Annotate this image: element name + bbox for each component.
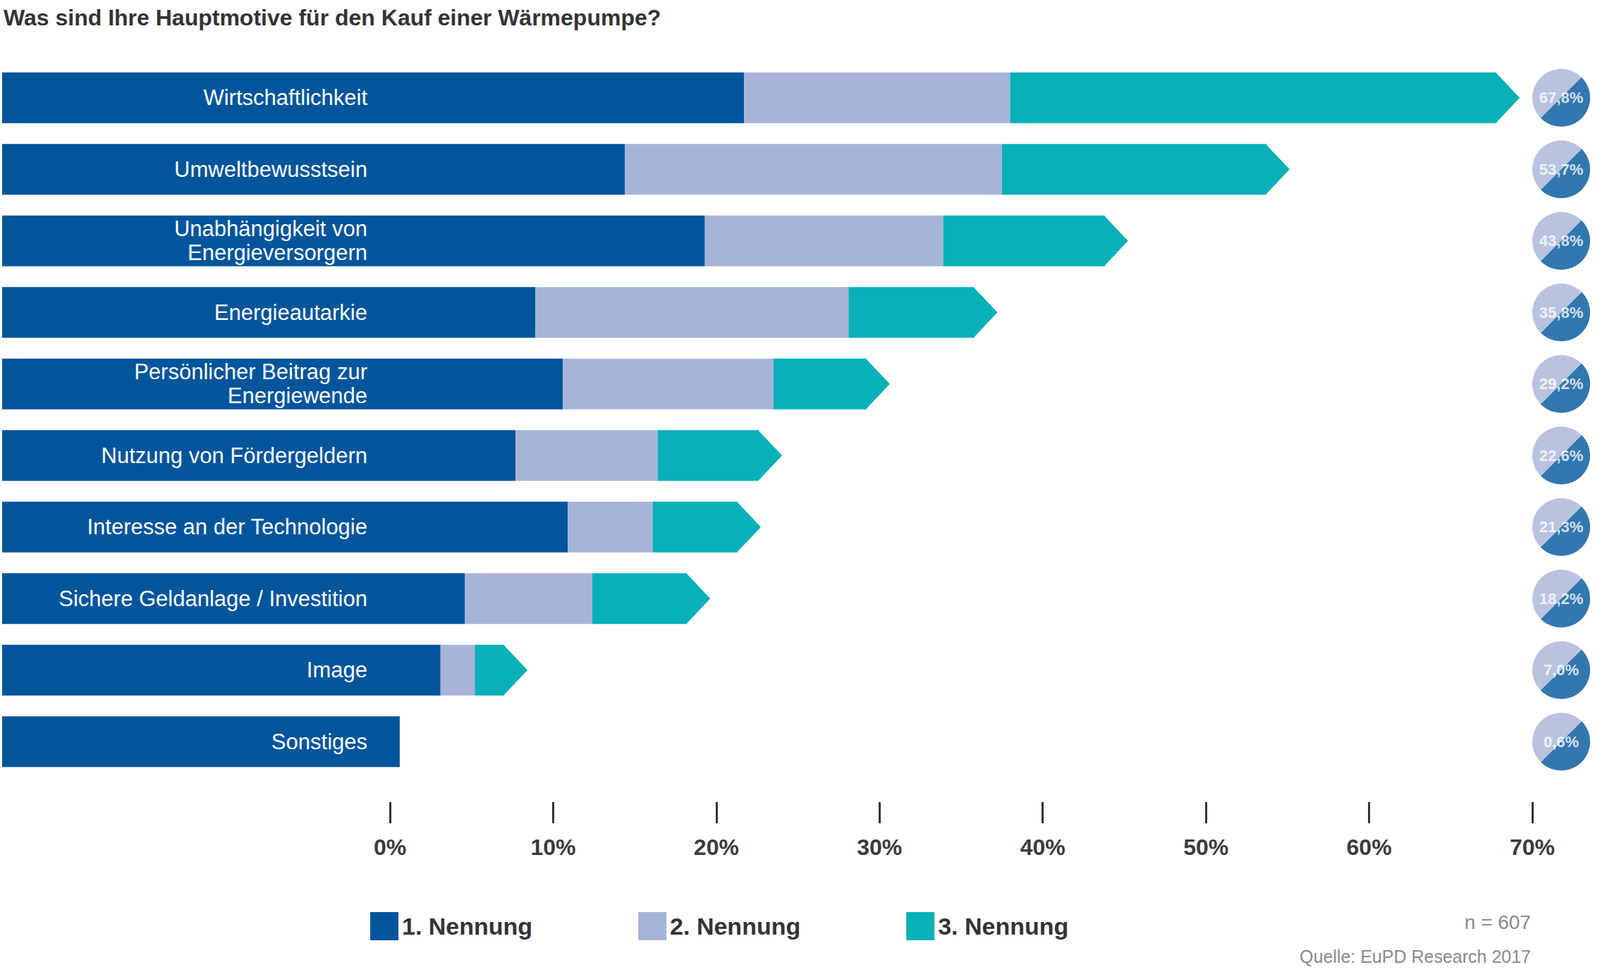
svg-text:67,8%: 67,8% bbox=[1539, 88, 1584, 107]
svg-text:2. Nennung: 2. Nennung bbox=[669, 913, 801, 940]
svg-text:35,8%: 35,8% bbox=[1539, 303, 1584, 322]
svg-text:Interesse an der Technologie: Interesse an der Technologie bbox=[86, 514, 368, 540]
svg-text:Energiewende: Energiewende bbox=[227, 383, 368, 409]
svg-text:7,0%: 7,0% bbox=[1543, 661, 1579, 680]
svg-text:3. Nennung: 3. Nennung bbox=[937, 913, 1069, 940]
svg-text:Quelle: EuPD Research 2017: Quelle: EuPD Research 2017 bbox=[1299, 947, 1531, 967]
svg-text:30%: 30% bbox=[856, 834, 902, 861]
svg-text:1. Nennung: 1. Nennung bbox=[401, 913, 533, 940]
svg-text:20%: 20% bbox=[693, 834, 740, 861]
svg-text:53,7%: 53,7% bbox=[1539, 160, 1584, 179]
svg-text:10%: 10% bbox=[530, 834, 576, 861]
svg-text:43,8%: 43,8% bbox=[1539, 231, 1584, 250]
svg-text:70%: 70% bbox=[1509, 834, 1555, 861]
svg-text:60%: 60% bbox=[1346, 834, 1392, 861]
svg-text:Unabhängigkeit von: Unabhängigkeit von bbox=[174, 216, 368, 242]
svg-text:Energieversorgern: Energieversorgern bbox=[187, 240, 368, 266]
svg-text:0,6%: 0,6% bbox=[1543, 733, 1579, 751]
svg-text:Was sind Ihre Hauptmotive für: Was sind Ihre Hauptmotive für den Kauf e… bbox=[3, 4, 661, 31]
svg-text:18,2%: 18,2% bbox=[1539, 590, 1584, 608]
svg-text:21,3%: 21,3% bbox=[1539, 518, 1584, 536]
svg-text:22,6%: 22,6% bbox=[1539, 447, 1584, 465]
svg-text:n = 607: n = 607 bbox=[1464, 911, 1531, 934]
svg-text:Persönlicher Beitrag zur: Persönlicher Beitrag zur bbox=[133, 359, 368, 385]
svg-text:Energieautarkie: Energieautarkie bbox=[214, 300, 368, 326]
svg-text:0%: 0% bbox=[373, 834, 407, 861]
svg-text:Umweltbewusstsein: Umweltbewusstsein bbox=[174, 157, 368, 182]
svg-text:Wirtschaftlichkeit: Wirtschaftlichkeit bbox=[203, 85, 368, 111]
svg-text:29,2%: 29,2% bbox=[1539, 375, 1584, 393]
svg-text:40%: 40% bbox=[1020, 834, 1066, 861]
svg-text:Sonstiges: Sonstiges bbox=[271, 729, 368, 755]
svg-text:Sichere Geldanlage / Investiti: Sichere Geldanlage / Investition bbox=[58, 586, 368, 612]
svg-text:Image: Image bbox=[306, 657, 368, 683]
svg-text:Nutzung von Fördergeldern: Nutzung von Fördergeldern bbox=[101, 443, 368, 469]
svg-text:50%: 50% bbox=[1183, 834, 1229, 861]
